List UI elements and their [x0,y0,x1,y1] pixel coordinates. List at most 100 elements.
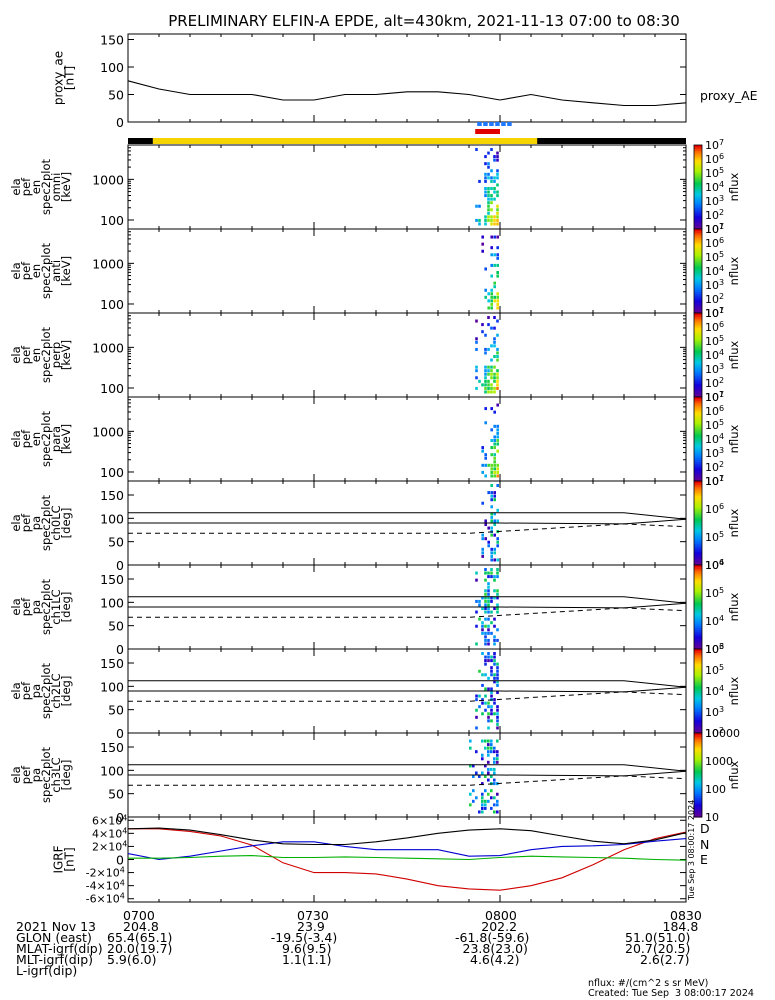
colorbar-cell-5 [694,485,702,488]
spectrogram-cell [481,446,484,450]
spectrogram-cell [487,215,490,219]
colorbar-tick-label-4: 104 [705,432,724,446]
spectrogram-cell [487,767,490,771]
spectrogram-cell [481,631,484,635]
spectrogram-cell [484,631,487,635]
y-axis-label-6: pa [29,600,43,614]
spectrogram-cell [487,204,490,208]
spectrogram-cell [484,638,487,642]
spectrogram-cell [487,383,490,387]
colorbar-cell-5 [694,554,702,558]
y-tick-label-7: 100 [100,679,124,694]
colorbar-cell-2 [694,298,702,301]
footer-value: 204.8 [123,919,159,934]
colorbar-cell-4 [694,451,702,455]
colorbar-cell-7 [694,655,702,658]
y-tick-label-4: 1000 [92,424,124,439]
orbit-status-bar-blue [483,122,488,126]
colorbar-cell-7 [694,709,702,713]
y-tick-label-8: 0 [116,810,124,825]
spectrogram-cell [487,599,490,603]
colorbar-tick-label-8: 10000 [705,727,740,740]
colorbar-cell-8 [694,739,702,742]
colorbar-cell-1 [694,197,702,201]
spectrogram-cell [487,753,490,757]
spectrogram-cell [490,694,493,698]
spectrogram-cell [484,172,487,176]
spectrogram-cell [478,810,481,814]
colorbar-cell-1 [694,151,702,154]
colorbar-cell-8 [694,772,702,776]
spectrogram-cell [490,274,493,278]
colorbar-tick-label-4: 103 [705,446,724,460]
spectrogram-cell [487,792,490,796]
spectrogram-cell [490,547,493,551]
footer-value: 9.6(9.5) [282,941,332,956]
spectrogram-cell [475,750,478,754]
colorbar-cell-4 [694,397,702,400]
spectrogram-cell [493,410,496,414]
spectrogram-cell [487,778,490,782]
spectrogram-cell [493,222,496,226]
spectrogram-cell [481,449,484,453]
spectrogram-cell [475,337,478,341]
spectrogram-cell [487,526,490,530]
colorbar-cell-7 [694,676,702,679]
spectrogram-cell [490,599,493,603]
colorbar-cell-5 [694,493,702,497]
spectrogram-cell [490,494,493,498]
spectrogram-cell [490,575,493,579]
colorbar-tick-label-4: 101 [705,474,724,488]
colorbar-cell-3 [694,325,702,329]
panel-frame-4 [127,396,687,482]
spectrogram-cell [484,589,487,593]
colorbar-label-4: nflux [727,424,741,453]
colorbar-cell-1 [694,222,702,226]
spectrogram-cell [493,746,496,750]
colorbar-label-3: nflux [727,340,741,369]
colorbar-cell-3 [694,357,702,360]
spectrogram-cell [484,288,487,292]
spectrogram-cell [478,694,481,698]
spectrogram-cell [490,498,493,502]
spectrogram-cell [490,526,493,530]
colorbar-cell-1 [694,170,702,173]
colorbar-cell-3 [694,336,702,339]
spectrogram-cell [484,194,487,198]
footer-value: 20.0(19.7) [107,941,173,956]
colorbar-cell-4 [694,418,702,421]
colorbar-cell-6 [694,588,702,591]
spectrogram-cell [490,218,493,222]
spectrogram-7 [475,652,499,730]
spectrogram-cell [490,263,493,267]
colorbar-tick-label-1: 101 [705,222,724,236]
y-axis-label-7: [deg] [59,676,73,707]
spectrogram-cell [496,722,499,726]
colorbar-tick-label-5: 104 [705,558,724,572]
colorbar-cell-8 [694,804,702,808]
spectrogram-cell [490,179,493,183]
spectrogram-cell [496,571,499,575]
colorbar-cell-3 [694,369,702,373]
colorbar-cell-5 [694,558,702,562]
colorbar-cell-6 [694,619,702,623]
colorbar-cell-7 [694,728,702,732]
loss-cone-line-7 [128,686,687,693]
spectrogram-cell [487,715,490,719]
colorbar-tick-label-5: 107 [705,474,724,488]
footer-row-mlat: MLAT-igrf(dip) [8,932,103,955]
spectrogram-cell [478,379,481,383]
spectrogram-8 [469,739,499,814]
y-axis-label-8: spec2plot [39,746,53,803]
spectrogram-cell [484,789,487,793]
antiloss-cone-line-5 [128,523,687,534]
spectrogram-cell [481,235,484,239]
spectrogram-cell [490,806,493,810]
spectrogram-cell [481,803,484,807]
colorbar-cell-7 [694,730,702,734]
colorbar-cell-4 [694,432,702,436]
panels: 050100150proxy_ae[nT]proxy_AE1001000elap… [9,33,758,906]
colorbar-cell-1 [694,189,702,192]
colorbar-label-7: nflux [727,676,741,705]
orbit-status-bar-red [475,129,500,134]
